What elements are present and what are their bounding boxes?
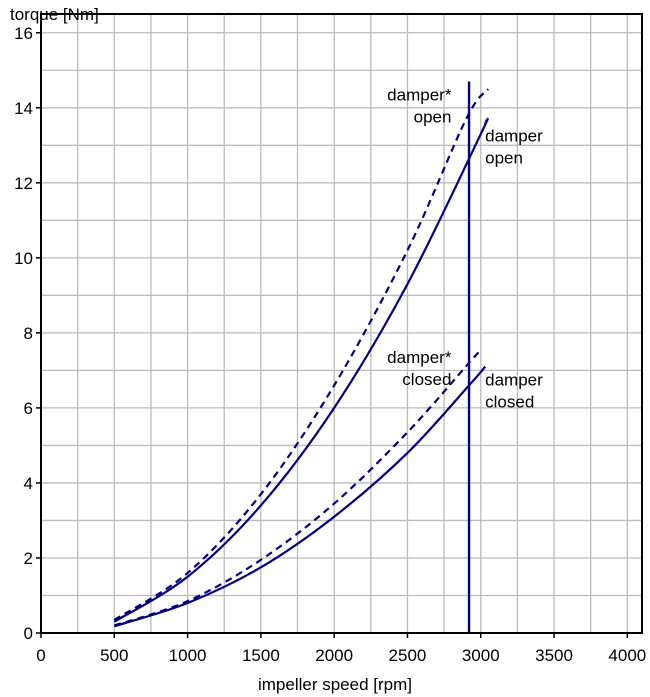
x-axis-label: impeller speed [rpm] xyxy=(258,675,412,694)
annotation-line: closed xyxy=(485,392,534,411)
series-group xyxy=(113,81,489,633)
y-tick-label: 0 xyxy=(24,624,33,643)
x-tick-label: 1500 xyxy=(242,646,280,665)
annotation-line: damper xyxy=(485,370,543,389)
plot-frame xyxy=(40,13,643,634)
grid xyxy=(41,14,642,633)
annotation-line: closed xyxy=(402,370,451,389)
annotation-line: open xyxy=(414,107,452,126)
y-tick-label: 4 xyxy=(24,474,33,493)
y-tick-label: 14 xyxy=(14,99,33,118)
x-tick-label: 500 xyxy=(100,646,128,665)
annotation-line: damper* xyxy=(387,348,452,367)
series-annotation: damper closed xyxy=(485,370,543,411)
plot-border xyxy=(40,13,643,634)
y-tick-label: 8 xyxy=(24,324,33,343)
series-annotation: damper open xyxy=(485,127,543,168)
series-line-damper-open xyxy=(113,88,489,621)
annotation-line: open xyxy=(485,149,523,168)
y-tick-label: 6 xyxy=(24,399,33,418)
series-annotation: damper* closed xyxy=(387,348,452,389)
annotation-line: damper xyxy=(485,127,543,146)
x-tick-label: 2000 xyxy=(315,646,353,665)
y-tick-label: 12 xyxy=(14,174,33,193)
x-tick-label: 2500 xyxy=(389,646,427,665)
x-tick-label: 3000 xyxy=(462,646,500,665)
y-axis-label: torque [Nm] xyxy=(10,5,99,24)
series-line-damper-closed xyxy=(113,365,486,628)
y-tick-label: 16 xyxy=(14,24,33,43)
y-tick-label: 10 xyxy=(14,249,33,268)
series-line-damper-open xyxy=(113,117,489,623)
x-tick-label: 0 xyxy=(36,646,45,665)
x-tick-label: 1000 xyxy=(169,646,207,665)
series-annotation: damper* open xyxy=(387,85,452,126)
annotation-line: damper* xyxy=(387,85,452,104)
x-tick-label: 3500 xyxy=(535,646,573,665)
y-tick-label: 2 xyxy=(24,549,33,568)
series-line-damper-closed xyxy=(113,350,481,627)
x-tick-label: 4000 xyxy=(608,646,646,665)
tick-labels: 0 500 1000 1500 2000 2500 3000 3500 4000 0 2 4 6 8 10 1… xyxy=(14,24,646,665)
